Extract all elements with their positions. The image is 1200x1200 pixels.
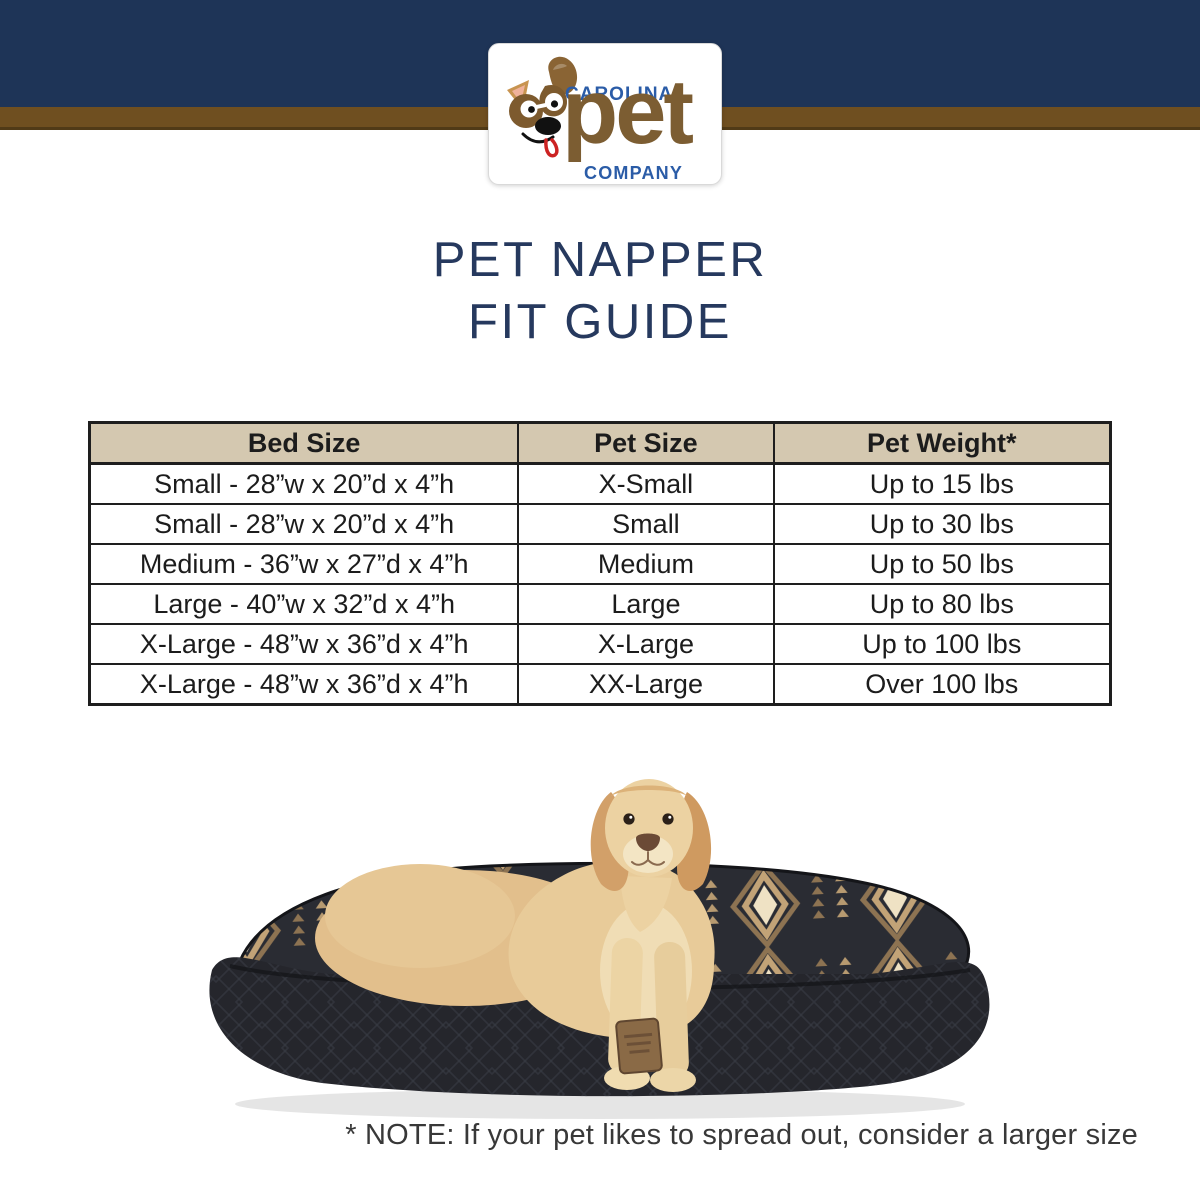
logo-word-company: COMPANY <box>584 163 684 183</box>
bed-leather-patch <box>615 1017 663 1075</box>
dog-illustration <box>315 779 715 1092</box>
logo-word-pet: pet <box>562 61 694 163</box>
table-cell: XX-Large <box>517 663 775 706</box>
table-cell: Up to 100 lbs <box>772 623 1112 665</box>
dog-face-icon <box>507 56 578 158</box>
table-row: Small - 28”w x 20”d x 4”h X-Small Up to 15… <box>88 462 1112 505</box>
table-cell: X-Large <box>517 623 775 665</box>
table-cell: Medium <box>517 543 775 585</box>
title-line-2: FIT GUIDE <box>468 295 732 349</box>
column-header: Pet Size <box>517 421 775 465</box>
table-cell: Large <box>517 583 775 625</box>
table-cell: Small <box>517 503 775 545</box>
fit-table: Bed Size Pet Size Pet Weight* Small - 28”w… <box>88 421 1112 706</box>
table-cell: Up to 80 lbs <box>772 583 1112 625</box>
table-cell: Medium - 36”w x 27”d x 4”h <box>88 543 520 585</box>
table-row: Small - 28”w x 20”d x 4”h Small Up to 30 l… <box>88 503 1112 545</box>
table-header-row: Bed Size Pet Size Pet Weight* <box>88 421 1112 465</box>
dog-on-bed-photo <box>209 779 990 1119</box>
table-cell: X-Large - 48”w x 36”d x 4”h <box>88 663 520 706</box>
table-cell: Small - 28”w x 20”d x 4”h <box>88 503 520 545</box>
table-cell: X-Small <box>517 462 775 505</box>
table-row: X-Large - 48”w x 36”d x 4”h XX-Large Over … <box>88 663 1112 706</box>
table-cell: Up to 30 lbs <box>772 503 1112 545</box>
brand-logo-card: CAROLINA pet COMPANY <box>488 43 722 185</box>
table-cell: Up to 15 lbs <box>772 462 1112 505</box>
table-cell: Small - 28”w x 20”d x 4”h <box>88 462 520 505</box>
title-line-1: PET NAPPER <box>432 233 768 287</box>
table-cell: X-Large - 48”w x 36”d x 4”h <box>88 623 520 665</box>
logo-word-carolina: CAROLINA <box>565 84 674 105</box>
fit-table-wrapper: Bed Size Pet Size Pet Weight* Small - 28”w… <box>88 421 1112 706</box>
footnote: * NOTE: If your pet likes to spread out,… <box>345 1119 1138 1151</box>
table-cell: Large - 40”w x 32”d x 4”h <box>88 583 520 625</box>
table-cell: Over 100 lbs <box>772 663 1112 706</box>
page-title: PET NAPPER FIT GUIDE <box>0 229 1200 353</box>
table-row: X-Large - 48”w x 36”d x 4”h X-Large Up to … <box>88 623 1112 665</box>
column-header: Bed Size <box>88 421 520 465</box>
table-cell: Up to 50 lbs <box>772 543 1112 585</box>
column-header: Pet Weight* <box>772 421 1112 465</box>
table-row: Medium - 36”w x 27”d x 4”h Medium Up to 50… <box>88 543 1112 585</box>
table-row: Large - 40”w x 32”d x 4”h Large Up to 80 l… <box>88 583 1112 625</box>
